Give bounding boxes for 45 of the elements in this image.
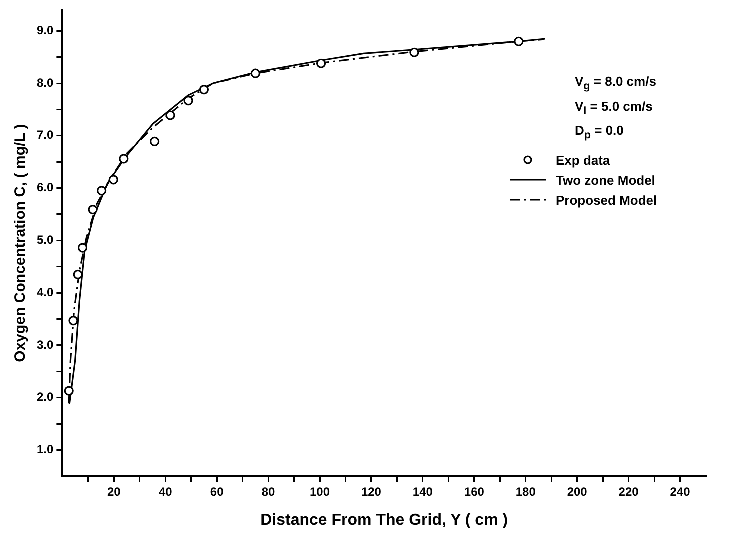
y-tick-label: 3.0 [36, 338, 54, 352]
point [64, 386, 74, 396]
x-tick-label: 140 [412, 484, 434, 499]
point [250, 68, 260, 78]
x-tick-label: 20 [107, 484, 122, 499]
x-tick-label: 120 [361, 484, 382, 499]
y-tick-label: 7.0 [36, 128, 54, 142]
annotation: V$_{l}$ = 5.0 cm/s [575, 98, 654, 120]
point [199, 85, 210, 95]
y-tick-label: 5.0 [36, 232, 54, 247]
point [96, 186, 107, 196]
legend-label: Two zone Model [556, 172, 656, 188]
x-tick-label: 240 [670, 484, 691, 499]
point [316, 58, 326, 68]
point [68, 316, 78, 326]
y-tick-label: 2.0 [36, 390, 54, 404]
x-tick-label: 160 [464, 484, 485, 499]
y-tick-label: 4.0 [36, 285, 54, 300]
legend-label: Proposed Model [556, 192, 658, 208]
x-tick-label: 60 [210, 484, 224, 499]
annotation: D$_{p}$ = 0.0 [575, 122, 625, 144]
x-tick-label: 40 [158, 484, 173, 499]
point [514, 36, 524, 46]
x-tick-label: 100 [310, 484, 330, 499]
point [150, 136, 160, 146]
point [78, 243, 88, 253]
point [73, 270, 83, 280]
x-axis-title: Distance From The Grid, Y ( cm ) [260, 512, 508, 529]
point [88, 204, 98, 215]
x-tick-label: 200 [567, 484, 588, 499]
x-tick-label: 80 [262, 484, 276, 499]
y-tick-label: 9.0 [36, 23, 54, 38]
y-tick-label: 1.0 [36, 442, 54, 457]
point [119, 154, 129, 164]
x-tick-label: 180 [516, 484, 536, 499]
point [166, 110, 176, 120]
point [184, 96, 194, 106]
point [108, 175, 118, 185]
y-tick-label: 6.0 [36, 180, 54, 195]
point [410, 48, 420, 58]
y-tick-label: 8.0 [36, 76, 54, 90]
x-tick-label: 220 [618, 484, 640, 499]
legend-label: Exp data [556, 152, 610, 168]
annotation: V$_{g}$ = 8.0 cm/s [575, 73, 656, 95]
y-axis-title: Oxygen Concentration C, ( mg/L ) [12, 124, 30, 362]
